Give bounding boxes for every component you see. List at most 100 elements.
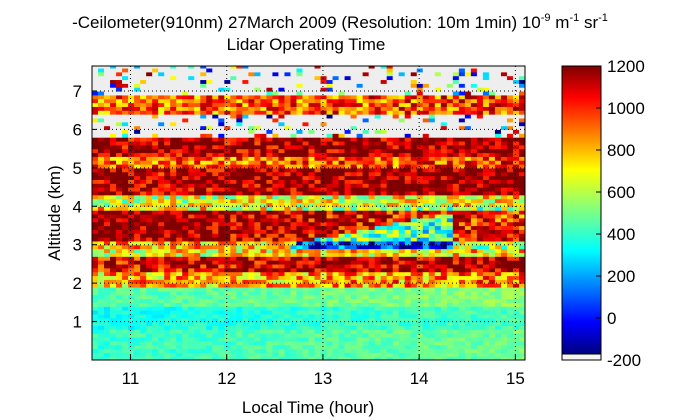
heatmap-cell [242, 244, 249, 250]
heatmap-cell [194, 110, 201, 115]
heatmap-cell [482, 340, 490, 346]
heatmap-cell [290, 275, 298, 280]
heatmap-cell [242, 283, 249, 288]
heatmap-cell [152, 183, 159, 188]
heatmap-cell [392, 164, 400, 169]
heatmap-cell [356, 344, 364, 350]
heatmap-cell [170, 110, 177, 115]
heatmap-cell [152, 148, 159, 154]
heatmap-cell [452, 129, 460, 134]
heatmap-cell [254, 202, 261, 207]
heatmap-cell [506, 198, 514, 204]
heatmap-cell [398, 233, 406, 238]
heatmap-cell [494, 317, 502, 323]
heatmap-cell [92, 252, 99, 257]
heatmap-cell [254, 117, 261, 123]
heatmap-cell [464, 344, 472, 350]
heatmap-cell [158, 348, 165, 353]
heatmap-cell [170, 156, 177, 161]
heatmap-cell [440, 221, 448, 227]
heatmap-cell [398, 114, 406, 119]
heatmap-cell [164, 137, 171, 142]
heatmap-cell [392, 94, 400, 100]
heatmap-cell [146, 321, 153, 327]
heatmap-cell [374, 267, 382, 273]
heatmap-cell [98, 102, 105, 107]
heatmap-cell [188, 317, 195, 323]
heatmap-cell [92, 94, 99, 100]
heatmap-cell [482, 160, 490, 165]
heatmap-cell [404, 352, 412, 357]
heatmap-cell [326, 202, 334, 207]
heatmap-cell [458, 344, 466, 350]
heatmap-cell [374, 321, 382, 327]
heatmap-cell [386, 190, 394, 196]
heatmap-cell [194, 333, 201, 338]
heatmap-cell [206, 256, 213, 261]
heatmap-cell [98, 152, 105, 157]
heatmap-cell [212, 202, 219, 207]
heatmap-cell [224, 240, 231, 246]
heatmap-cell [170, 306, 177, 311]
heatmap-cell [464, 102, 472, 107]
heatmap-cell [224, 340, 231, 346]
heatmap-cell [350, 156, 358, 161]
heatmap-cell [482, 329, 490, 334]
heatmap-cell [458, 202, 466, 207]
heatmap-cell [416, 133, 424, 138]
heatmap-cell [158, 260, 165, 265]
heatmap-cell [152, 198, 159, 204]
heatmap-cell [488, 140, 496, 146]
heatmap-cell [188, 106, 195, 111]
heatmap-cell [242, 325, 249, 330]
heatmap-cell [152, 286, 159, 292]
heatmap-cell [152, 90, 159, 96]
heatmap-cell [350, 148, 358, 154]
heatmap-cell [452, 302, 460, 307]
heatmap-cell [194, 290, 201, 296]
heatmap-cell [374, 306, 382, 311]
heatmap-cell [320, 175, 328, 180]
heatmap-cell [242, 164, 249, 169]
heatmap-cell [344, 340, 352, 346]
heatmap-cell [368, 94, 376, 100]
heatmap-cell [248, 240, 255, 246]
heatmap-cell [242, 317, 249, 323]
heatmap-cell [308, 114, 316, 119]
heatmap-cell [140, 94, 147, 100]
heatmap-cell [482, 221, 490, 227]
heatmap-cell [278, 140, 286, 146]
heatmap-cell [386, 298, 394, 303]
heatmap-cell [206, 98, 213, 104]
heatmap-cell [236, 237, 243, 242]
heatmap-cell [254, 279, 261, 284]
heatmap-cell [218, 198, 225, 204]
heatmap-cell [356, 252, 364, 257]
heatmap-cell [434, 179, 442, 184]
heatmap-cell [308, 329, 316, 334]
heatmap-cell [242, 94, 249, 100]
heatmap-cell [212, 144, 219, 150]
heatmap-cell [320, 140, 328, 146]
heatmap-cell [494, 248, 502, 253]
heatmap-cell [494, 306, 502, 311]
heatmap-cell [260, 260, 267, 265]
heatmap-cell [266, 229, 274, 234]
heatmap-cell [272, 286, 280, 292]
heatmap-cell [332, 325, 340, 330]
heatmap-cell [488, 352, 496, 357]
heatmap-cell [284, 313, 292, 319]
heatmap-cell [230, 321, 237, 327]
heatmap-cell [428, 148, 436, 154]
heatmap-cell [482, 348, 490, 353]
heatmap-cell [434, 198, 442, 204]
heatmap-cell [230, 206, 237, 211]
heatmap-cell [440, 333, 448, 338]
heatmap-cell [356, 240, 364, 246]
heatmap-cell [314, 98, 322, 104]
heatmap-cell [278, 248, 286, 253]
heatmap-cell [278, 137, 286, 142]
heatmap-cell [158, 171, 165, 177]
heatmap-cell [452, 294, 460, 300]
heatmap-cell [128, 302, 135, 307]
